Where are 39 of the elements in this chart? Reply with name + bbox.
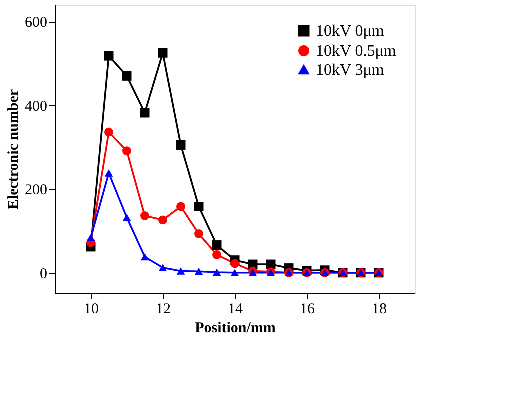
point bbox=[104, 128, 114, 137]
point bbox=[122, 146, 132, 156]
point bbox=[212, 268, 222, 276]
y-tick-label: 600 bbox=[25, 15, 48, 32]
y-tick-label: 200 bbox=[25, 182, 48, 199]
point bbox=[122, 71, 132, 81]
point bbox=[140, 212, 150, 220]
point bbox=[212, 240, 222, 250]
x-axis-title: Position/mm bbox=[195, 320, 276, 336]
legend-label: 10kV 0μm bbox=[316, 23, 385, 40]
x-tick-label: 12 bbox=[156, 302, 171, 318]
y-axis-title: Electronic number bbox=[6, 89, 22, 210]
point bbox=[140, 108, 150, 118]
point bbox=[176, 202, 186, 212]
x-tick-label: 18 bbox=[372, 302, 387, 318]
point bbox=[230, 259, 240, 268]
point bbox=[158, 216, 168, 225]
x-tick-label: 10 bbox=[84, 302, 99, 318]
point bbox=[158, 48, 168, 58]
legend-label: 10kV 0.5μm bbox=[316, 43, 397, 60]
legend-label: 10kV 3μm bbox=[316, 62, 385, 79]
point bbox=[194, 268, 204, 276]
point bbox=[176, 140, 186, 150]
point bbox=[230, 269, 240, 277]
point bbox=[194, 202, 204, 212]
point bbox=[104, 51, 114, 61]
point bbox=[122, 214, 132, 222]
y-tick-label: 400 bbox=[25, 98, 48, 115]
point bbox=[104, 170, 114, 177]
x-tick-label: 16 bbox=[300, 302, 316, 318]
point bbox=[158, 264, 168, 272]
point bbox=[194, 230, 204, 238]
y-tick-label: 0 bbox=[40, 266, 48, 282]
x-tick-label: 14 bbox=[228, 302, 244, 318]
point bbox=[248, 269, 258, 277]
point bbox=[212, 250, 222, 260]
point bbox=[140, 253, 150, 261]
point bbox=[86, 234, 96, 242]
point bbox=[176, 268, 186, 275]
